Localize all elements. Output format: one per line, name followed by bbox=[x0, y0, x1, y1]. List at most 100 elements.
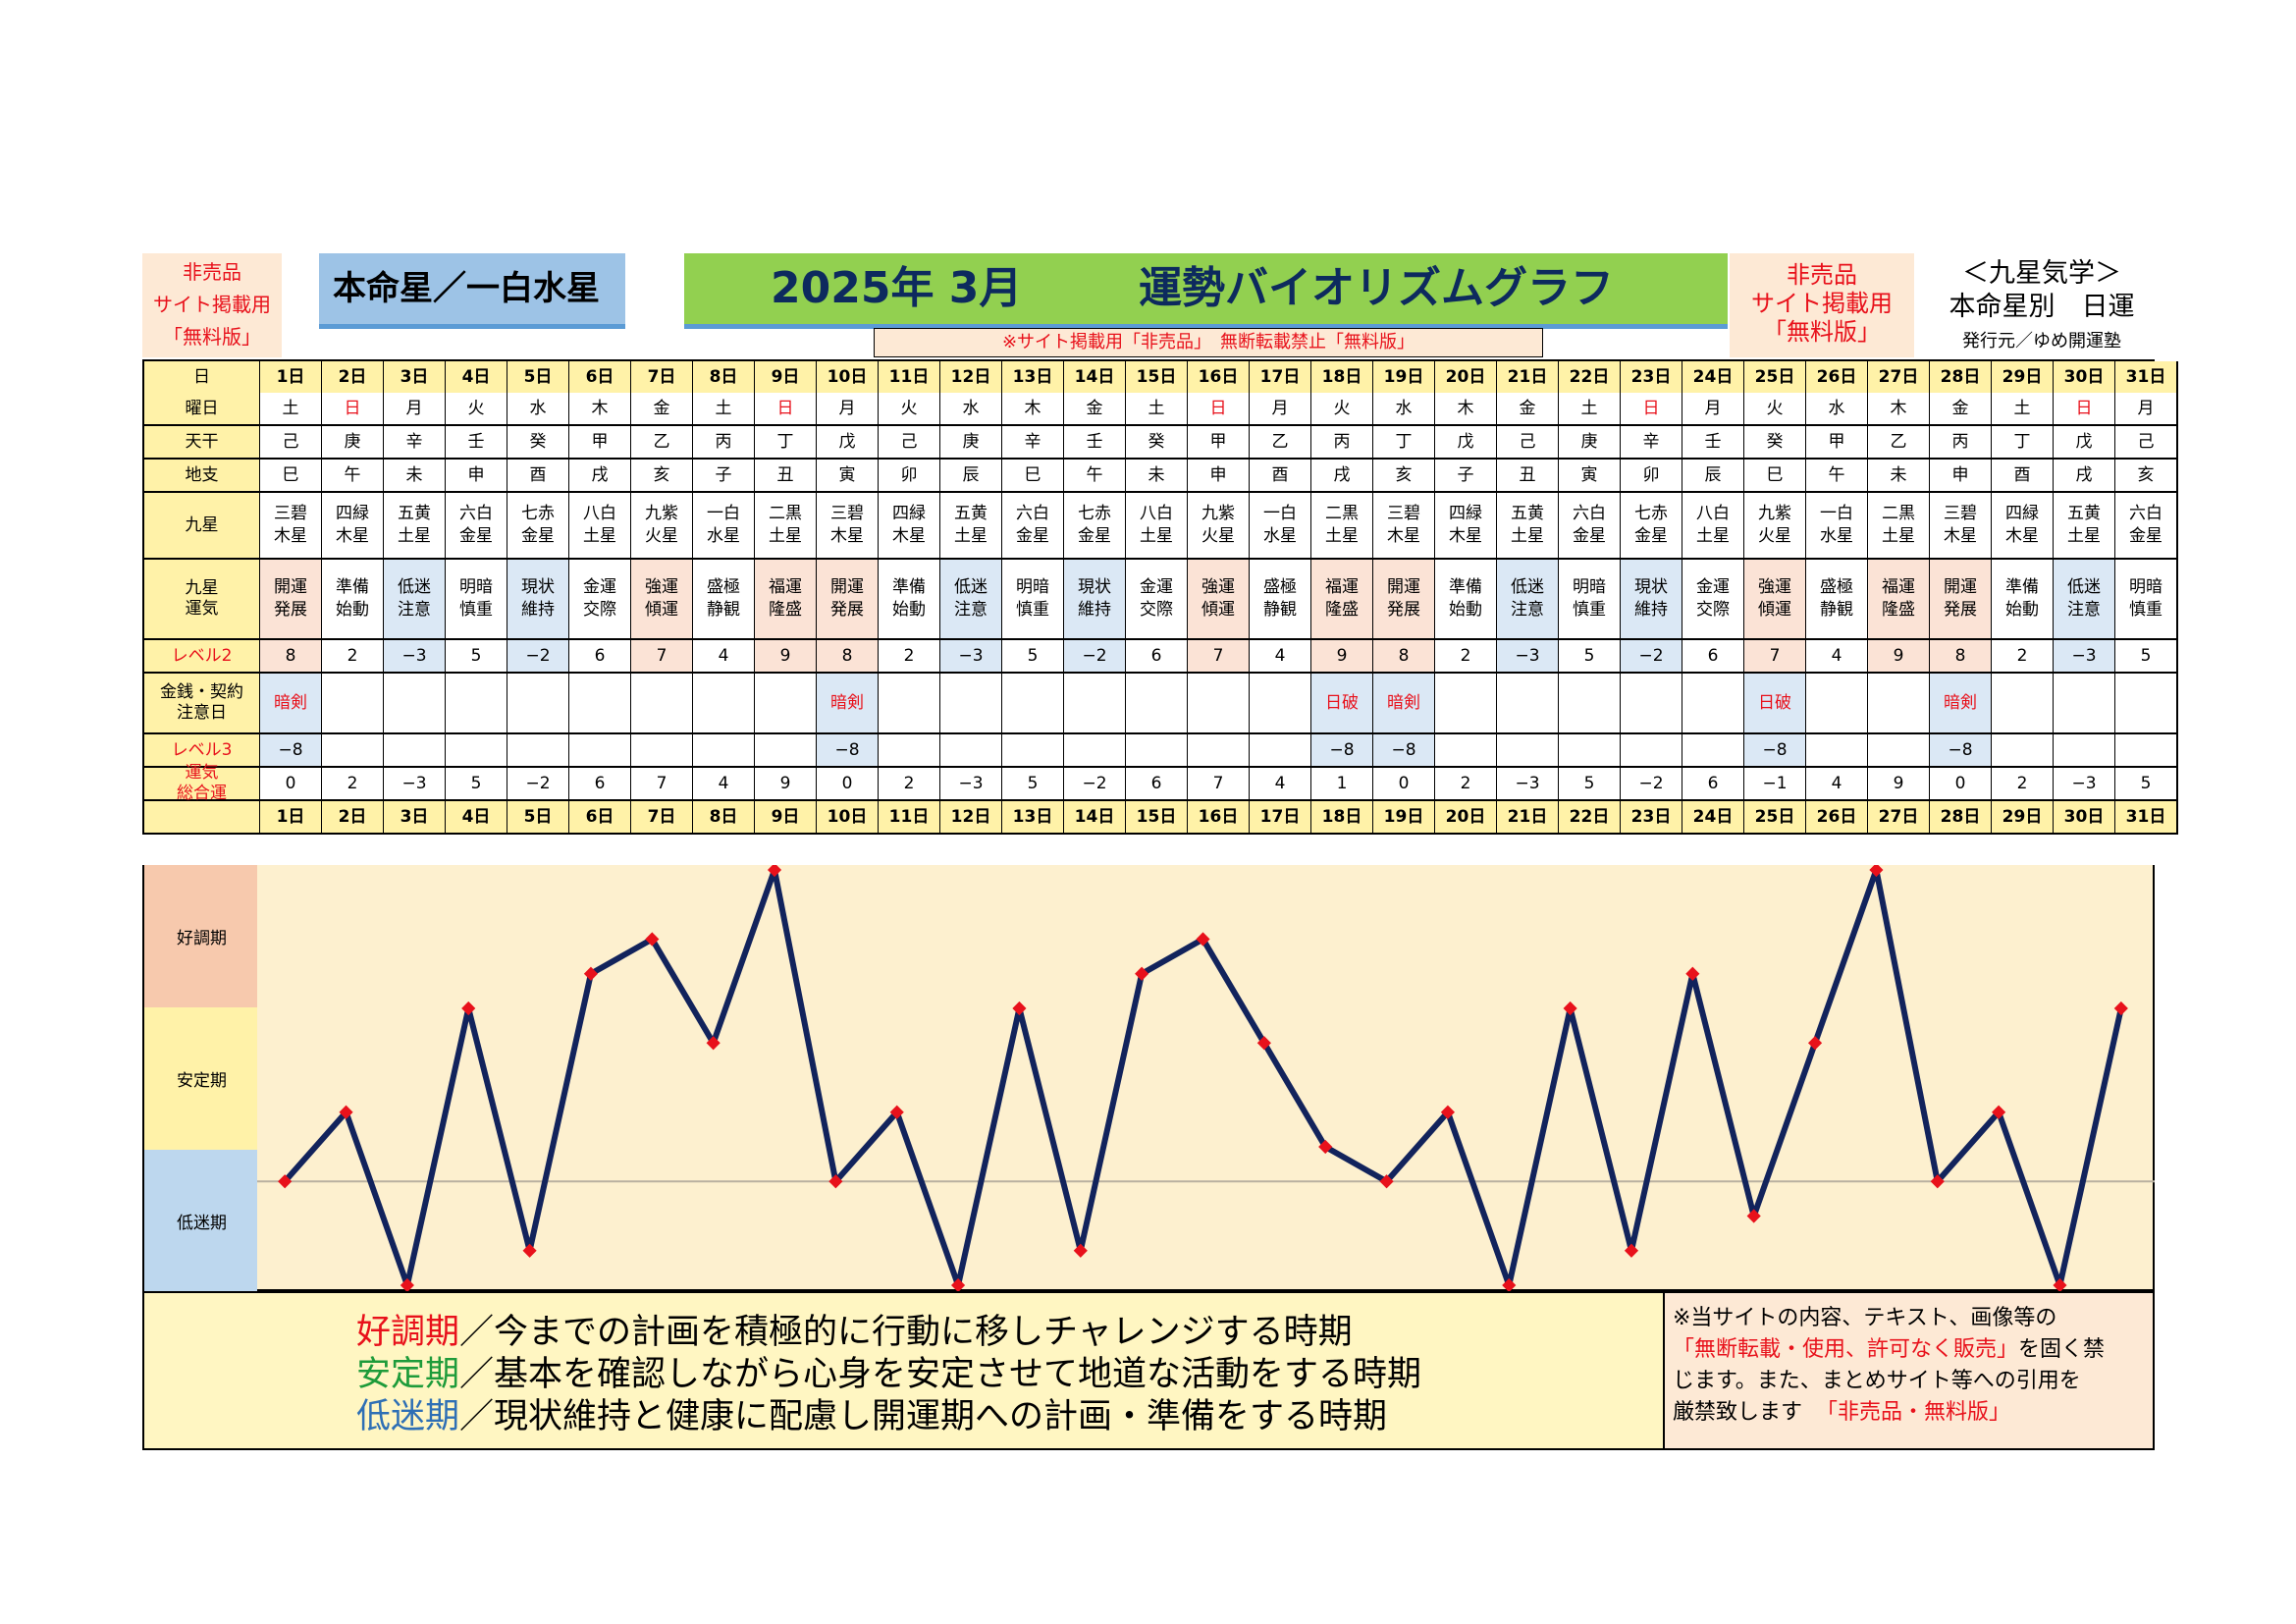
cell-line: 四緑 bbox=[336, 504, 369, 523]
nonsale-line1: 非売品 bbox=[183, 260, 241, 284]
cell-line: 金星 bbox=[1573, 526, 1606, 546]
cell-luck: 準備 始動 bbox=[878, 560, 939, 640]
row-label-line: 注意日 bbox=[177, 703, 227, 723]
cell-level3 bbox=[1496, 734, 1558, 768]
cell-days: 8日 bbox=[692, 801, 754, 835]
data-point bbox=[1440, 1105, 1455, 1119]
cell-stars: 九紫 火星 bbox=[630, 493, 692, 560]
cell-days: 11日 bbox=[878, 361, 939, 395]
cell-line: 開運 bbox=[274, 577, 307, 597]
cell-line: 開運 bbox=[1944, 577, 1977, 597]
cell-line: 土星 bbox=[2067, 526, 2101, 546]
cell-level3 bbox=[1991, 734, 2053, 768]
publisher: 発行元／ゆめ開運塾 bbox=[1962, 331, 2121, 352]
cell-line: 六白 bbox=[459, 504, 493, 523]
cell-line: 開運 bbox=[1387, 577, 1420, 597]
cell-stars: 七赤 金星 bbox=[1620, 493, 1682, 560]
table-row-level3: レベル3 −8 −8 −8 −8 −8 −8 bbox=[142, 734, 2178, 768]
cell-total: 6 bbox=[568, 768, 630, 801]
cell-line: 現状 bbox=[521, 577, 555, 597]
cell-luck: 開運 発展 bbox=[1372, 560, 1434, 640]
biorhythm-chart bbox=[257, 862, 2155, 1293]
zone-low: 低迷期 bbox=[142, 1150, 259, 1293]
cell-level2: 7 bbox=[630, 640, 692, 674]
cell-luck: 明暗 慎重 bbox=[1001, 560, 1063, 640]
cell-branches: 申 bbox=[1929, 460, 1991, 493]
cell-money bbox=[1682, 674, 1743, 734]
cell-days: 29日 bbox=[1991, 801, 2053, 835]
cell-luck: 準備 始動 bbox=[321, 560, 383, 640]
cell-luck: 金運 交際 bbox=[568, 560, 630, 640]
cell-line: 低迷 bbox=[398, 577, 431, 597]
cell-level3 bbox=[1805, 734, 1867, 768]
cell-line: 始動 bbox=[892, 600, 926, 620]
cell-days: 15日 bbox=[1125, 361, 1187, 395]
cell-line: 傾運 bbox=[1201, 600, 1235, 620]
legend-good: 好調期／今までの計画を積極的に行動に移しチャレンジする時期 bbox=[356, 1311, 1353, 1354]
cell-level3 bbox=[878, 734, 939, 768]
data-point bbox=[1746, 1209, 1761, 1223]
cell-line: 土星 bbox=[769, 526, 802, 546]
cell-stems: 辛 bbox=[1620, 426, 1682, 460]
cell-days: 2日 bbox=[321, 361, 383, 395]
row-label-luck: 九星 運気 bbox=[142, 560, 259, 640]
cell-total: 0 bbox=[1372, 768, 1434, 801]
cell-days: 2日 bbox=[321, 801, 383, 835]
cell-luck: 開運 発展 bbox=[1929, 560, 1991, 640]
cell-line: 準備 bbox=[892, 577, 926, 597]
cell-money: 日破 bbox=[1743, 674, 1805, 734]
cell-line: 注意 bbox=[1511, 600, 1544, 620]
data-point bbox=[461, 1001, 476, 1016]
cell-branches: 丑 bbox=[1496, 460, 1558, 493]
notice-line4-red: 「非売品・無料版」 bbox=[1816, 1400, 2011, 1425]
cell-level3 bbox=[2114, 734, 2178, 768]
cell-line: 注意 bbox=[398, 600, 431, 620]
cell-line: 交際 bbox=[1696, 600, 1730, 620]
cell-line: 六白 bbox=[1016, 504, 1049, 523]
cell-stems: 己 bbox=[1496, 426, 1558, 460]
cell-total: 0 bbox=[816, 768, 878, 801]
data-point bbox=[1318, 1139, 1333, 1155]
cell-line: 交際 bbox=[583, 600, 616, 620]
cell-total: 7 bbox=[630, 768, 692, 801]
kyusei-title: ＜九星気学＞ bbox=[1962, 258, 2121, 289]
cell-line: 福運 bbox=[1882, 577, 1915, 597]
cell-stars: 八白 土星 bbox=[1682, 493, 1743, 560]
cell-days: 7日 bbox=[630, 801, 692, 835]
table-row-luck: 九星 運気 開運 発展 準備 始動 低迷 注意 明暗 慎重 現状 維持 金運 交際 強運 傾運 盛極 静観 福運 隆盛… bbox=[142, 560, 2178, 640]
cell-total: 2 bbox=[321, 768, 383, 801]
cell-days: 27日 bbox=[1867, 801, 1929, 835]
cell-branches: 未 bbox=[1125, 460, 1187, 493]
cell-stems: 己 bbox=[878, 426, 939, 460]
cell-total: 2 bbox=[1991, 768, 2053, 801]
cell-stems: 乙 bbox=[1867, 426, 1929, 460]
cell-weekdays: 金 bbox=[630, 393, 692, 426]
cell-luck: 現状 維持 bbox=[1620, 560, 1682, 640]
cell-money bbox=[507, 674, 568, 734]
data-point bbox=[1196, 932, 1210, 947]
cell-weekdays: 日 bbox=[1187, 393, 1249, 426]
legend-good-text: ／今までの計画を積極的に行動に移しチャレンジする時期 bbox=[459, 1313, 1353, 1352]
cell-weekdays: 金 bbox=[1063, 393, 1125, 426]
cell-luck: 強運 傾運 bbox=[1743, 560, 1805, 640]
notice-line3: じます。また、まとめサイト等への引用を bbox=[1673, 1369, 2081, 1393]
cell-days: 14日 bbox=[1063, 801, 1125, 835]
cell-branches: 未 bbox=[383, 460, 445, 493]
cell-stars: 三碧 木星 bbox=[1929, 493, 1991, 560]
cell-days: 4日 bbox=[445, 361, 507, 395]
cell-weekdays: 木 bbox=[568, 393, 630, 426]
cell-days: 9日 bbox=[754, 801, 816, 835]
table-row-stems: 天干己庚辛壬癸甲乙丙丁戊己庚辛壬癸甲乙丙丁戊己庚辛壬癸甲乙丙丁戊己 bbox=[142, 426, 2178, 460]
cell-line: 九紫 bbox=[1758, 504, 1791, 523]
cell-stars: 七赤 金星 bbox=[1063, 493, 1125, 560]
cell-level2: 8 bbox=[1372, 640, 1434, 674]
table-row-level2: レベル2 8 2 −3 5 −2 6 7 4 9 8 2 −3 5 −2 6 7 4 9 8 2 −3 5 −2 6 7 4 9 8 2−… bbox=[142, 640, 2178, 674]
cell-line: 慎重 bbox=[459, 600, 493, 620]
notice-line4: 厳禁致します 「非売品・無料版」 bbox=[1673, 1397, 2145, 1429]
cell-line: 金運 bbox=[1140, 577, 1173, 597]
data-point bbox=[1563, 1001, 1577, 1016]
cell-total: −2 bbox=[1620, 768, 1682, 801]
cell-branches: 酉 bbox=[1249, 460, 1310, 493]
cell-luck: 明暗 慎重 bbox=[1558, 560, 1620, 640]
cell-money bbox=[1001, 674, 1063, 734]
